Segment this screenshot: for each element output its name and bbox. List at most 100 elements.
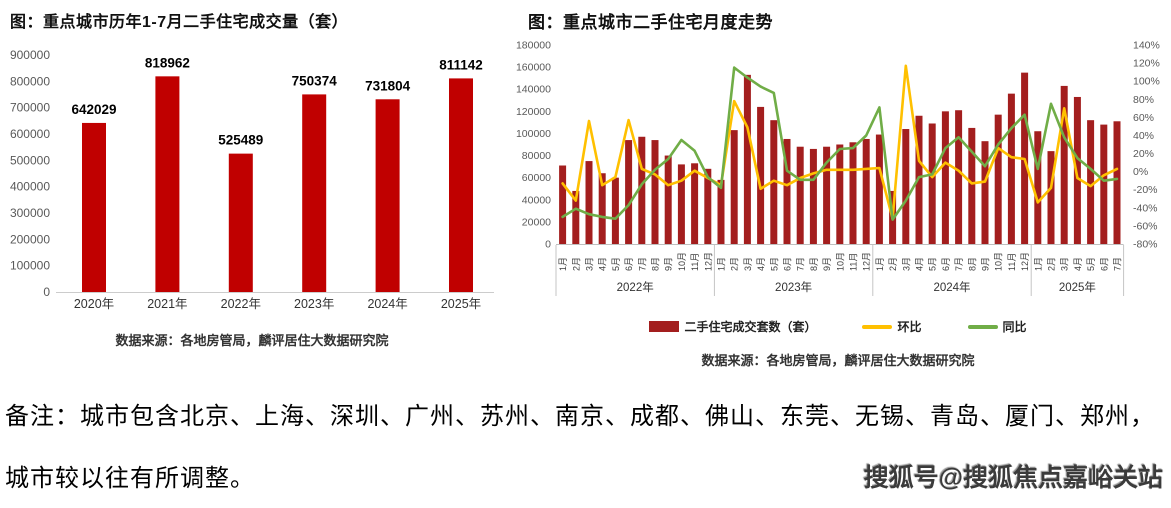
month-bar — [1007, 93, 1015, 244]
y-tick-label: 900000 — [10, 48, 50, 62]
month-tick-label: 2月 — [571, 257, 581, 271]
month-tick-label: 6月 — [941, 257, 951, 271]
month-tick-label: 7月 — [954, 257, 964, 271]
annual-bar-chart-title: 图：重点城市历年1-7月二手住宅成交量（套） — [10, 14, 349, 31]
left-y-axis: 0 20000 40000 60000 80000 100000 120000 140000 1… — [516, 40, 551, 251]
x-category-label: 2020年 — [74, 297, 114, 311]
month-tick-label: 4月 — [756, 257, 766, 271]
bar-value-label: 731804 — [365, 78, 411, 93]
monthly-chart-source: 数据来源：各地房管局，麟评居住大数据研究院 — [701, 353, 975, 368]
month-tick-label: 4月 — [1073, 257, 1083, 271]
month-bar — [757, 106, 765, 245]
year-bar — [375, 99, 400, 292]
left-y-tick-label: 80000 — [522, 150, 551, 162]
right-y-tick-label: 60% — [1133, 112, 1154, 124]
right-y-tick-label: 100% — [1133, 76, 1160, 88]
month-tick-label: 1月 — [558, 257, 568, 271]
month-tick-label: 6月 — [624, 257, 634, 271]
annual-chart-source: 数据来源：各地房管局，麟评居住大数据研究院 — [115, 333, 389, 348]
month-bar — [981, 141, 989, 244]
right-y-tick-label: 80% — [1133, 94, 1154, 106]
month-bar — [598, 173, 606, 244]
month-bar — [691, 163, 699, 244]
month-tick-label: 6月 — [783, 257, 793, 271]
mom-line-swatch — [862, 324, 893, 329]
left-y-tick-label: 20000 — [522, 216, 551, 228]
month-bar — [1047, 151, 1055, 244]
x-category-label: 2025年 — [441, 297, 481, 311]
month-bar — [809, 148, 817, 244]
y-tick-label: 400000 — [10, 180, 50, 194]
left-y-tick-label: 60000 — [522, 172, 551, 184]
footnote-line-1: 备注：城市包含北京、上海、深圳、广州、苏州、南京、成都、佛山、东莞、无锡、青岛、… — [5, 404, 1155, 430]
month-bar — [783, 138, 791, 244]
month-tick-label: 12月 — [862, 252, 872, 271]
month-tick-label: 3月 — [901, 257, 911, 271]
month-bar — [717, 179, 725, 244]
right-y-tick-label: 40% — [1133, 130, 1154, 142]
month-tick-label: 5月 — [611, 257, 621, 271]
bars-group: 642029 2020年 818962 2021年 525489 2022年 750374 2… — [71, 55, 482, 311]
month-tick-label: 3月 — [585, 257, 595, 271]
month-bar — [849, 142, 857, 244]
x-category-label: 2021年 — [147, 297, 187, 311]
month-bar — [862, 138, 870, 244]
y-tick-label: 100000 — [10, 259, 50, 273]
year-bar — [82, 122, 106, 292]
year-bar — [449, 78, 473, 292]
year-group-label: 2023年 — [775, 280, 812, 294]
y-tick-label: 200000 — [10, 232, 50, 246]
month-tick-label: 3月 — [743, 257, 753, 271]
bar-value-label: 818962 — [145, 55, 190, 70]
month-bar — [1073, 96, 1081, 244]
annual-bar-chart: 0 100000 200000 300000 400000 500000 600000 700… — [10, 48, 494, 311]
month-tick-label: 7月 — [1113, 257, 1123, 271]
right-y-tick-label: -60% — [1133, 220, 1158, 232]
right-y-tick-label: -20% — [1133, 184, 1158, 196]
month-tick-label: 2月 — [888, 257, 898, 271]
month-tick-label: 12月 — [1020, 252, 1030, 271]
month-tick-label: 7月 — [637, 257, 647, 271]
month-bar — [1113, 121, 1121, 244]
mom-line — [561, 64, 1119, 220]
month-tick-label: 4月 — [915, 257, 925, 271]
month-tick-label: 12月 — [703, 252, 713, 271]
legend-label-yoy: 同比 — [1002, 320, 1027, 334]
year-bar — [228, 153, 253, 292]
legend-item-yoy: 同比 — [967, 318, 1027, 335]
month-tick-label: 8月 — [967, 257, 977, 271]
month-tick-label: 9月 — [664, 257, 674, 271]
month-bar — [677, 164, 685, 244]
month-bar — [1087, 120, 1095, 244]
month-tick-label: 1月 — [1033, 257, 1043, 271]
left-y-tick-label: 100000 — [516, 128, 551, 140]
y-tick-label: 0 — [43, 285, 50, 299]
month-bar — [968, 127, 976, 244]
month-bar — [625, 140, 633, 244]
month-bar — [875, 134, 883, 244]
monthly-chart-legend: 二手住宅成交套数（套） 环比 同比 — [505, 318, 1171, 335]
month-tick-label: 11月 — [849, 253, 859, 271]
y-tick-label: 600000 — [10, 127, 50, 141]
month-bar — [1034, 131, 1042, 244]
month-tick-label: 6月 — [1099, 257, 1109, 271]
month-bar — [1100, 124, 1108, 244]
footnote-line-2: 城市较以往有所调整。 — [5, 466, 255, 492]
month-tick-label: 5月 — [1086, 257, 1096, 271]
bar-value-label: 750374 — [292, 73, 338, 88]
y-tick-label: 500000 — [10, 153, 50, 167]
y-axis: 0 100000 200000 300000 400000 500000 600000 700… — [10, 48, 50, 299]
month-tick-label: 9月 — [981, 257, 991, 271]
month-bar — [836, 144, 844, 244]
month-tick-label: 10月 — [835, 252, 845, 271]
right-y-tick-label: 20% — [1133, 148, 1154, 160]
left-y-tick-label: 40000 — [522, 194, 551, 206]
month-bar — [572, 190, 580, 244]
year-group-label: 2022年 — [617, 280, 654, 294]
bar-value-label: 811142 — [439, 57, 483, 72]
month-tick-label: 3月 — [1060, 257, 1070, 271]
month-bar — [704, 168, 712, 244]
month-tick-label: 9月 — [822, 257, 832, 271]
month-bar — [611, 177, 619, 244]
left-y-tick-label: 140000 — [516, 84, 551, 96]
